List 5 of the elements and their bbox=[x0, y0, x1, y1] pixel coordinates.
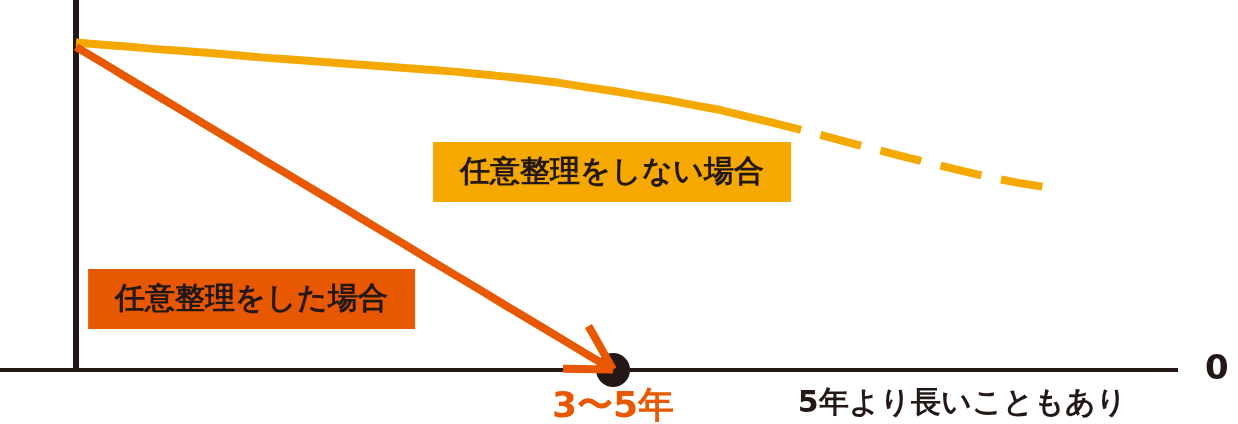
x-tick-label: 3〜5年 bbox=[552, 383, 675, 424]
series-label: 任意整理をしない場合 bbox=[458, 152, 765, 188]
series-label: 任意整理をした場合 bbox=[113, 279, 389, 315]
x-tick-label: 5年より長いこともあり bbox=[797, 383, 1127, 419]
text: 0 bbox=[1205, 346, 1229, 387]
